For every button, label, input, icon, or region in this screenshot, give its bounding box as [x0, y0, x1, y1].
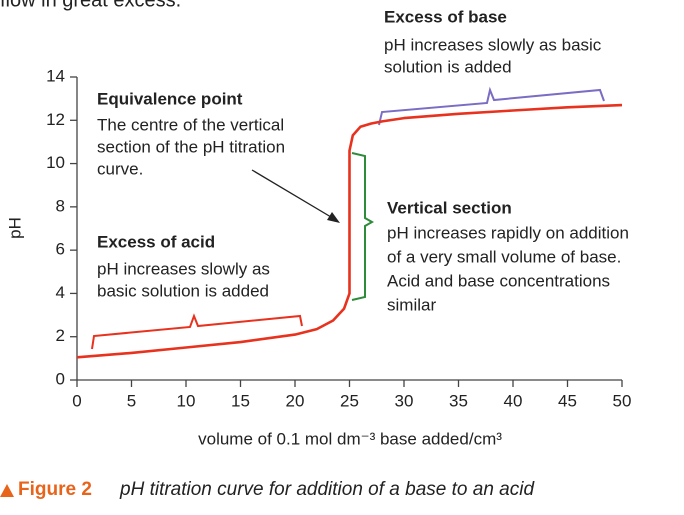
- x-tick-label: 0: [72, 391, 81, 410]
- y-tick-label: 10: [46, 153, 65, 172]
- intro-text: flow in great excess.: [0, 0, 181, 11]
- annotation-line: pH increases rapidly on addition: [387, 223, 629, 242]
- x-tick-label: 15: [231, 391, 250, 410]
- curve: [76, 103, 623, 359]
- annotation-line: pH increases slowly as: [97, 259, 270, 278]
- acid-brace: [91, 313, 303, 350]
- y-tick-label: 4: [56, 283, 65, 302]
- y-tick-label: 14: [46, 66, 65, 85]
- x-tick-label: 25: [340, 391, 359, 410]
- y-tick-label: 2: [56, 326, 65, 345]
- annotation-title: Vertical section: [387, 198, 512, 217]
- arrow-head: [327, 212, 340, 223]
- caption-label: Figure 2: [18, 479, 92, 500]
- x-tick-label: 40: [504, 391, 523, 410]
- x-tick-label: 30: [395, 391, 414, 410]
- annotation-line: similar: [387, 295, 436, 314]
- annotation-line: section of the pH titration: [97, 137, 285, 156]
- vertical-brace: [351, 152, 375, 301]
- caption-text: pH titration curve for addition of a bas…: [119, 479, 535, 500]
- x-tick-label: 20: [286, 391, 305, 410]
- annotation-line: pH increases slowly as basic: [384, 35, 602, 54]
- y-axis-label: pH: [5, 217, 24, 239]
- base-brace: [378, 86, 605, 126]
- annotation-line: The centre of the vertical: [97, 115, 284, 134]
- annotation-title: Excess of base: [384, 7, 507, 26]
- x-tick-label: 35: [449, 391, 468, 410]
- annotation-line: Acid and base concentrations: [387, 271, 610, 290]
- x-tick-label: 5: [127, 391, 136, 410]
- x-tick-label: 45: [558, 391, 577, 410]
- y-tick-label: 6: [56, 240, 65, 259]
- annotation-title: Equivalence point: [97, 89, 243, 108]
- annotation-line: basic solution is added: [97, 281, 269, 300]
- annotation-line: curve.: [97, 159, 143, 178]
- x-axis-label: volume of 0.1 mol dm⁻³ base added/cm³: [198, 429, 502, 448]
- x-tick-label: 10: [177, 391, 196, 410]
- caption-icon: [0, 484, 14, 497]
- y-tick-label: 8: [56, 196, 65, 215]
- y-tick-label: 0: [56, 369, 65, 388]
- annotation-line: of a very small volume of base.: [387, 247, 621, 266]
- arrow-line: [251, 169, 337, 221]
- y-tick-label: 12: [46, 110, 65, 129]
- annotation-line: solution is added: [384, 57, 512, 76]
- annotation-title: Excess of acid: [97, 232, 215, 251]
- x-tick-label: 50: [613, 391, 632, 410]
